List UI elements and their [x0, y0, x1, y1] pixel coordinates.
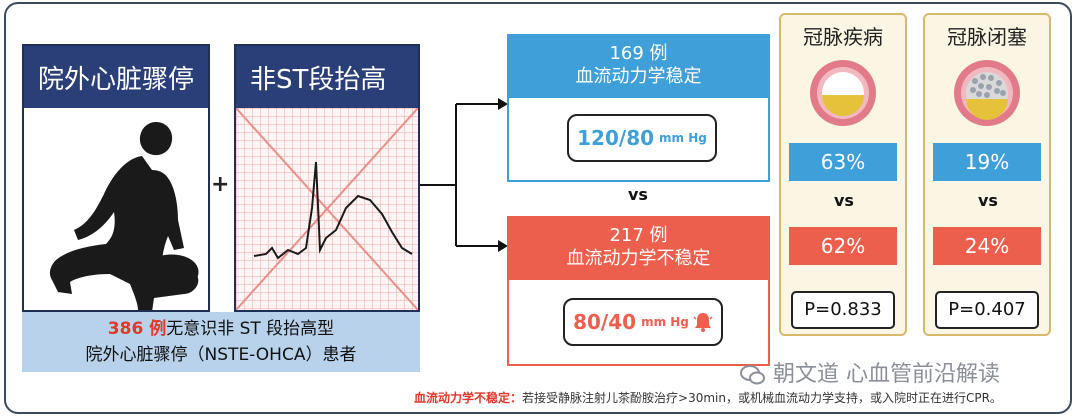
- plus-sign: +: [211, 172, 230, 197]
- stable-bp: 120/80 mm Hg: [567, 114, 717, 162]
- stable-bp-value: 120/80: [577, 126, 655, 150]
- occlusion-p-value: P=0.407: [935, 291, 1039, 329]
- person-cpr-icon: [49, 122, 199, 310]
- occlusion-column: 冠脉闭塞 19% vs 24% P=0.407: [923, 13, 1051, 336]
- occlusion-unstable-pct: 24%: [933, 227, 1041, 265]
- patient-count: 386 例: [107, 319, 167, 339]
- unstable-label: 血流动力学不稳定: [566, 248, 711, 269]
- cad-title: 冠脉疾病: [803, 25, 883, 49]
- footnote: 血流动力学不稳定：若接受静脉注射儿茶酚胺治疗>30min，或机械血流动力学支持，…: [414, 389, 1002, 406]
- stable-bp-unit: mm Hg: [659, 131, 707, 145]
- cad-stable-pct: 63%: [789, 143, 897, 181]
- wechat-icon: [740, 365, 765, 385]
- cad-unstable-pct: 62%: [789, 227, 897, 265]
- stable-count: 169 例: [609, 43, 668, 64]
- unstable-body: 80/40 mm Hg: [509, 280, 768, 364]
- footnote-key: 血流动力学不稳定：: [414, 391, 523, 405]
- ecg-icon: [236, 108, 418, 310]
- ohca-title: 院外心脏骤停: [24, 46, 208, 108]
- stable-group: 169 例 血流动力学稳定 120/80 mm Hg: [507, 34, 770, 182]
- footnote-text: 若接受静脉注射儿茶酚胺治疗>30min，或机械血流动力学支持，或入院时正在进行C…: [522, 391, 1002, 405]
- unstable-bp-value: 80/40: [573, 310, 637, 334]
- alarm-bell-icon: [693, 313, 713, 332]
- unstable-bp: 80/40 mm Hg: [563, 298, 723, 346]
- branch-arrows: [420, 98, 508, 252]
- watermark-text: 朝文道 心血管前沿解读: [773, 362, 1000, 387]
- unstable-count: 217 例: [609, 225, 668, 246]
- caption-line1: 无意识非 ST 段抬高型: [166, 319, 335, 339]
- unstable-group: 217 例 血流动力学不稳定 80/40 mm Hg: [507, 216, 770, 366]
- patient-caption: 386 例无意识非 ST 段抬高型 院外心脏骤停（NSTE-OHCA）患者: [22, 312, 420, 372]
- cad-vs: vs: [834, 191, 854, 210]
- watermark: 朝文道 心血管前沿解读: [740, 356, 1000, 388]
- caption-line2: 院外心脏骤停（NSTE-OHCA）患者: [85, 345, 357, 365]
- ecg-title: 非ST段抬高: [236, 46, 418, 108]
- stable-header: 169 例 血流动力学稳定: [509, 36, 768, 98]
- stable-body: 120/80 mm Hg: [509, 98, 768, 180]
- occlusion-vs: vs: [978, 191, 998, 210]
- stable-label: 血流动力学稳定: [575, 66, 702, 87]
- cad-p-value: P=0.833: [791, 291, 895, 329]
- vs-label-main: vs: [628, 185, 648, 204]
- unstable-header: 217 例 血流动力学不稳定: [509, 218, 768, 280]
- artery-occluded-icon: [954, 60, 1020, 126]
- outer-frame: [4, 2, 1072, 414]
- cad-column: 冠脉疾病 63% vs 62% P=0.833: [779, 13, 907, 336]
- occlusion-stable-pct: 19%: [933, 143, 1041, 181]
- ecg-panel: 非ST段抬高: [234, 44, 420, 312]
- ohca-panel: 院外心脏骤停: [22, 44, 210, 312]
- unstable-bp-unit: mm Hg: [641, 315, 689, 329]
- occlusion-title: 冠脉闭塞: [947, 25, 1027, 49]
- artery-icon: [810, 60, 876, 126]
